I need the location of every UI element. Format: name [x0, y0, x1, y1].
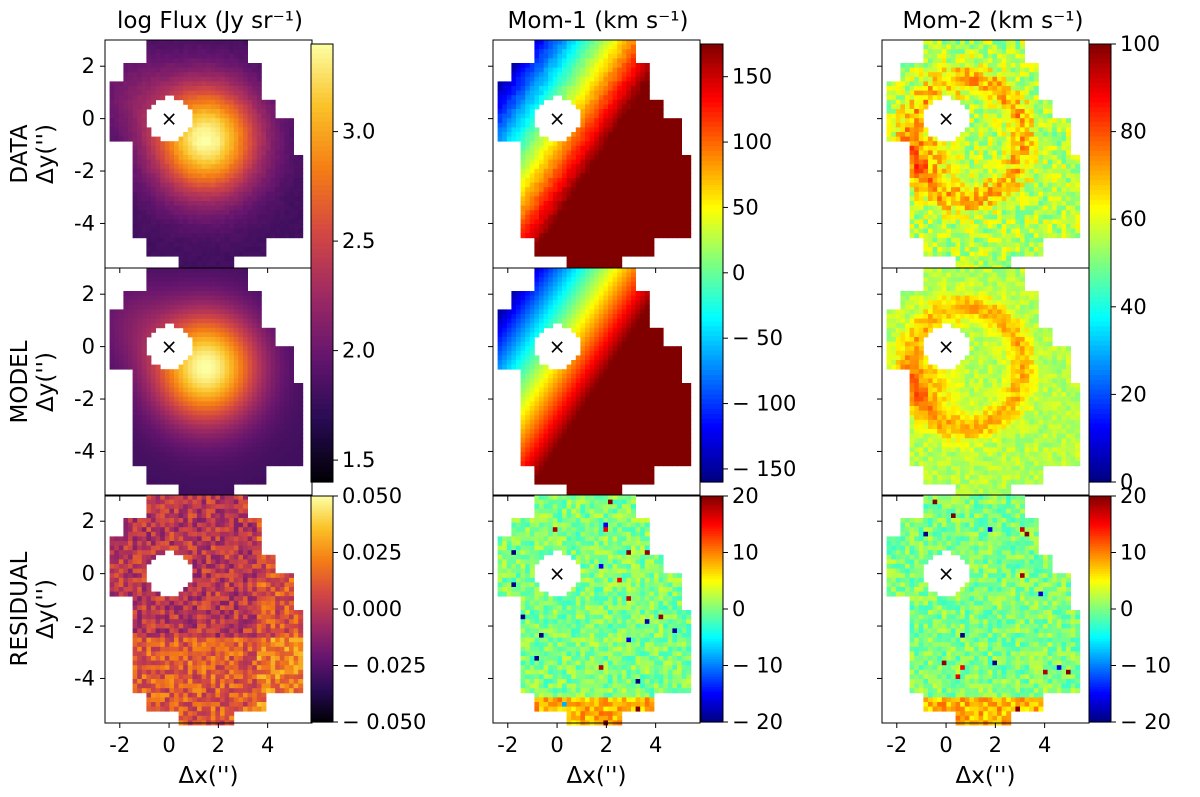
ytick-label: 2	[82, 54, 95, 78]
xtick-label: -2	[497, 733, 518, 757]
panel-model-mom1: ×	[497, 268, 692, 499]
ylabel: Δy('')	[33, 579, 59, 639]
panel-model-flux: ×	[109, 268, 304, 499]
colorbar-flux: 3.0 2.5 2.0 1.5	[310, 43, 375, 483]
colorbar-tick-label: 0	[1120, 597, 1133, 621]
xlabel: Δx('')	[956, 763, 1016, 789]
colorbar-tick-label: 0	[732, 261, 745, 285]
colorbar-tick-label: 100	[1120, 32, 1160, 56]
xlabel: Δx('')	[567, 763, 627, 789]
panel-data-mom1: ×	[497, 40, 692, 271]
row-label-data: DATA	[7, 124, 33, 184]
colorbar-velocity: 150 100 50 0 − 50 − 100 − 150	[700, 43, 796, 483]
nucleus-marker: ×	[938, 107, 955, 131]
xtick-label: 2	[600, 733, 613, 757]
colorbar-tick-label: 20	[1120, 484, 1147, 508]
ytick-label: -2	[74, 614, 95, 638]
colorbar-tick-label: 2.0	[342, 339, 375, 363]
colorbar-tick-label: − 10	[732, 654, 783, 678]
ytick-label: 2	[82, 282, 95, 306]
xtick-label: 4	[261, 733, 274, 757]
row-label-model: MODEL	[7, 340, 33, 423]
ytick-label: 0	[82, 335, 95, 359]
colorbar-tick-label: 1.5	[342, 448, 375, 472]
panel-residual-mom2: ×	[886, 495, 1081, 726]
xtick-label: 2	[989, 733, 1002, 757]
xtick-label: -2	[109, 733, 130, 757]
ytick-label: -4	[74, 666, 95, 690]
nucleus-marker: ×	[161, 335, 178, 359]
panel-data-flux: ×	[109, 40, 304, 271]
colorbar-tick-label: 20	[1120, 382, 1147, 406]
colorbar-mom2-residual: 20 10 0 − 10 − 20	[1088, 484, 1171, 734]
colorbar-tick-label: − 20	[1120, 710, 1171, 734]
nucleus-marker: ×	[549, 107, 566, 131]
nucleus-marker: ×	[938, 562, 955, 586]
axes-frame: -2 0 2 4	[488, 494, 701, 757]
colorbar-tick-label: 60	[1120, 207, 1147, 231]
colorbar-tick-label: − 20	[732, 710, 783, 734]
nucleus-marker: ×	[938, 335, 955, 359]
ytick-label: -4	[74, 439, 95, 463]
colorbar-dispersion: 100 80 60 40 20 0	[1088, 32, 1160, 494]
colorbar-tick-label: 80	[1120, 120, 1147, 144]
colorbar-tick-label: 100	[732, 130, 772, 154]
row-label-residual: RESIDUAL	[7, 551, 33, 666]
ytick-label: 2	[82, 509, 95, 533]
colorbar-tick-label: 0.025	[342, 541, 402, 565]
column-title-flux: log Flux (Jy sr⁻¹)	[117, 8, 303, 34]
nucleus-marker: ×	[549, 335, 566, 359]
colorbar-tick-label: 20	[732, 484, 759, 508]
xlabel: Δx('')	[179, 763, 239, 789]
colorbar-tick-label: 50	[732, 195, 759, 219]
column-title-mom1: Mom-1 (km s⁻¹)	[508, 8, 689, 34]
nucleus-marker: ×	[549, 562, 566, 586]
colorbar-tick-label: − 0.050	[342, 710, 426, 734]
colorbar-tick-label: − 100	[732, 392, 796, 416]
panel-residual-mom1: ×	[497, 495, 692, 726]
xtick-label: -2	[886, 733, 907, 757]
colorbar-tick-label: 150	[732, 65, 772, 89]
ylabel: Δy('')	[33, 124, 59, 184]
ytick-label: 0	[82, 107, 95, 131]
colorbar-tick-label: − 50	[732, 326, 783, 350]
xtick-label: 4	[649, 733, 662, 757]
ytick-label: 0	[82, 562, 95, 586]
colorbar-flux-residual: 0.050 0.025 0.000 − 0.025 − 0.050	[310, 484, 426, 734]
colorbar-tick-label: 0.000	[342, 597, 402, 621]
panel-model-mom2: ×	[886, 268, 1081, 499]
colorbar-tick-label: 0	[1120, 470, 1133, 494]
axes-frame: -2 0 2 4	[877, 494, 1090, 757]
colorbar-tick-label: 10	[1120, 541, 1147, 565]
colorbar-tick-label: 0.050	[342, 484, 402, 508]
ytick-label: -4	[74, 211, 95, 235]
colorbar-tick-label: − 10	[1120, 654, 1171, 678]
nucleus-marker: ×	[161, 107, 178, 131]
xtick-label: 0	[550, 733, 563, 757]
xtick-label: 4	[1038, 733, 1051, 757]
ylabel: Δy('')	[33, 352, 59, 412]
colorbar-mom1-residual: 20 10 0 − 10 − 20	[700, 484, 783, 734]
colorbar-tick-label: 0	[732, 597, 745, 621]
ytick-label: -2	[74, 387, 95, 411]
panel-data-mom2: ×	[886, 40, 1081, 271]
colorbar-tick-label: 40	[1120, 295, 1147, 319]
panel-residual-flux	[109, 495, 304, 726]
axes-frame: 2 0 -2 -4 -2 0 2 4	[74, 494, 313, 757]
column-title-mom2: Mom-2 (km s⁻¹)	[903, 8, 1084, 34]
ytick-label: -2	[74, 159, 95, 183]
colorbar-tick-label: 10	[732, 541, 759, 565]
colorbar-tick-label: 3.0	[342, 120, 375, 144]
colorbar-tick-label: − 0.025	[342, 654, 426, 678]
colorbar-tick-label: 2.5	[342, 229, 375, 253]
colorbar-tick-label: − 150	[732, 457, 796, 481]
xtick-label: 0	[162, 733, 175, 757]
xtick-label: 2	[212, 733, 225, 757]
xtick-label: 0	[939, 733, 952, 757]
